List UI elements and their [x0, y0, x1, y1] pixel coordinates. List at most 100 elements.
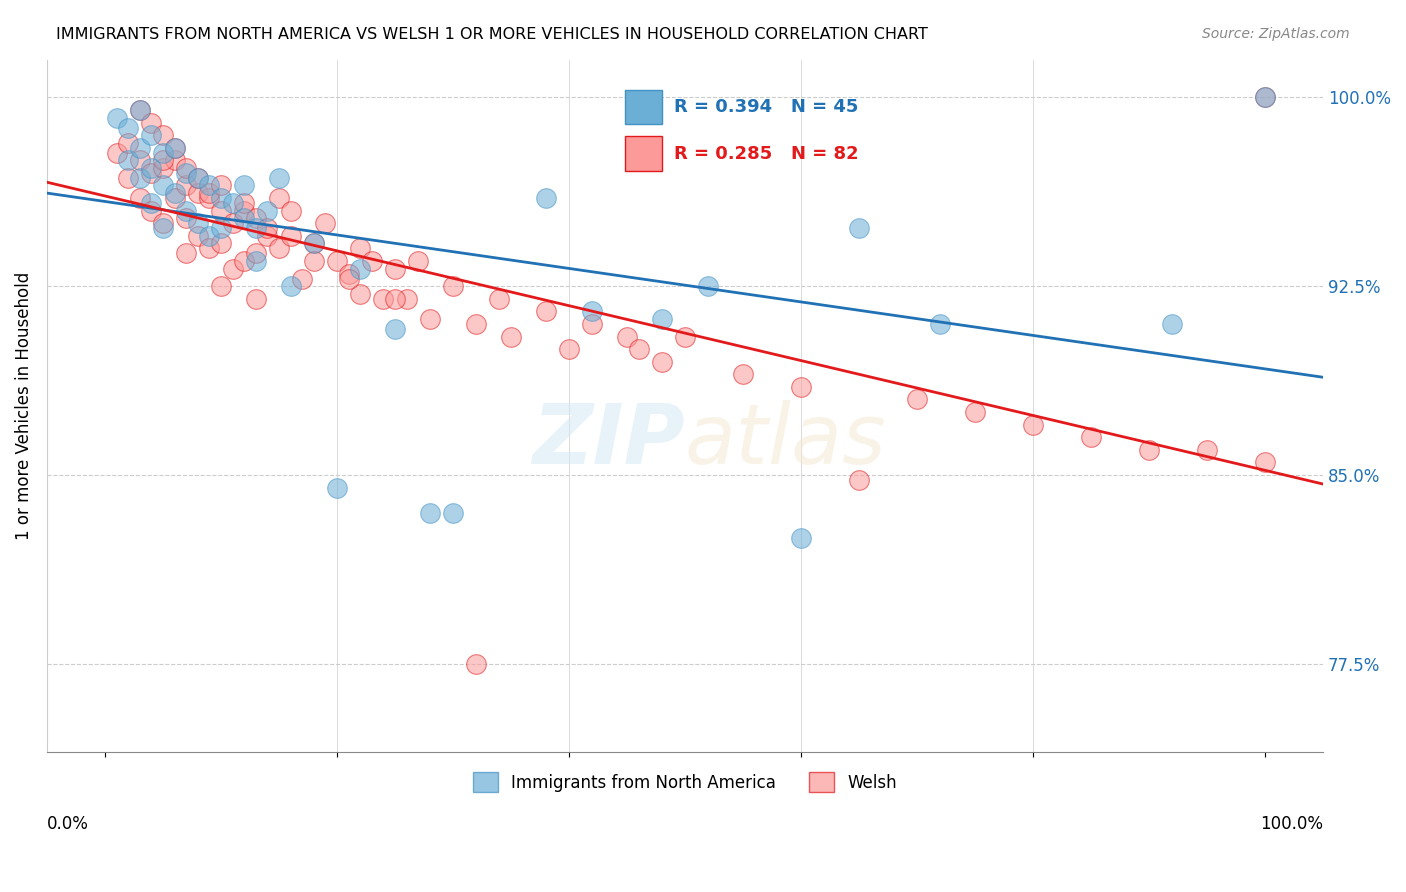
Point [117, 120, 139, 135]
Point [174, 203, 197, 218]
Point [141, 128, 163, 142]
Point [1254, 90, 1277, 104]
Point [163, 153, 186, 168]
Point [267, 191, 290, 205]
Text: Source: ZipAtlas.com: Source: ZipAtlas.com [1202, 27, 1350, 41]
Point [209, 236, 232, 251]
Point [128, 170, 150, 185]
Point [187, 170, 209, 185]
Text: R = 0.394   N = 45: R = 0.394 N = 45 [675, 98, 859, 116]
Point [233, 178, 256, 193]
Y-axis label: 1 or more Vehicles in Household: 1 or more Vehicles in Household [15, 272, 32, 540]
Point [291, 271, 314, 285]
Point [174, 161, 197, 175]
Point [256, 221, 278, 235]
Point [360, 254, 382, 268]
Point [731, 368, 754, 382]
Point [187, 216, 209, 230]
Point [141, 115, 163, 129]
Point [245, 246, 267, 260]
Point [280, 279, 302, 293]
Point [558, 342, 581, 356]
Point [128, 103, 150, 117]
Point [128, 141, 150, 155]
Point [302, 236, 325, 251]
Point [117, 136, 139, 150]
Point [187, 170, 209, 185]
Point [233, 211, 256, 226]
Bar [624, 136, 662, 170]
Point [616, 329, 638, 343]
Point [187, 186, 209, 200]
Point [233, 203, 256, 218]
Point [174, 178, 197, 193]
Point [1254, 90, 1277, 104]
Point [384, 261, 406, 276]
Text: ZIP: ZIP [533, 400, 685, 481]
Point [534, 304, 557, 318]
Point [163, 141, 186, 155]
Point [245, 211, 267, 226]
Point [152, 161, 174, 175]
Point [187, 228, 209, 243]
Point [965, 405, 987, 419]
Point [152, 153, 174, 168]
Point [337, 271, 360, 285]
Point [848, 473, 870, 487]
Point [349, 242, 371, 256]
Point [221, 196, 243, 211]
Point [790, 531, 813, 545]
Point [233, 196, 256, 211]
Point [651, 355, 673, 369]
Point [395, 292, 418, 306]
Text: R = 0.285   N = 82: R = 0.285 N = 82 [675, 145, 859, 163]
Point [499, 329, 522, 343]
Point [302, 254, 325, 268]
Point [128, 103, 150, 117]
Point [465, 317, 488, 331]
Point [245, 292, 267, 306]
Point [349, 286, 371, 301]
Point [141, 166, 163, 180]
Point [280, 228, 302, 243]
Text: 100.0%: 100.0% [1260, 815, 1323, 833]
Point [581, 317, 603, 331]
Point [905, 392, 928, 407]
Text: IMMIGRANTS FROM NORTH AMERICA VS WELSH 1 OR MORE VEHICLES IN HOUSEHOLD CORRELATI: IMMIGRANTS FROM NORTH AMERICA VS WELSH 1… [56, 27, 928, 42]
Point [1022, 417, 1045, 432]
Point [326, 481, 349, 495]
Point [163, 191, 186, 205]
Point [163, 186, 186, 200]
Point [117, 153, 139, 168]
Point [209, 221, 232, 235]
Point [152, 216, 174, 230]
Point [465, 657, 488, 671]
Point [419, 312, 441, 326]
Point [233, 254, 256, 268]
Point [534, 191, 557, 205]
Point [441, 506, 464, 520]
Point [373, 292, 395, 306]
Point [128, 153, 150, 168]
Point [245, 221, 267, 235]
Point [697, 279, 720, 293]
Point [673, 329, 696, 343]
Point [349, 261, 371, 276]
Point [256, 228, 278, 243]
Point [929, 317, 952, 331]
Point [174, 246, 197, 260]
Point [1080, 430, 1102, 444]
Point [128, 191, 150, 205]
Point [267, 170, 290, 185]
Point [337, 267, 360, 281]
Text: 0.0%: 0.0% [46, 815, 89, 833]
Point [1161, 317, 1184, 331]
Point [1137, 442, 1160, 457]
Point [141, 196, 163, 211]
Point [163, 141, 186, 155]
Point [627, 342, 650, 356]
Point [651, 312, 673, 326]
Point [209, 178, 232, 193]
Point [419, 506, 441, 520]
Point [141, 161, 163, 175]
